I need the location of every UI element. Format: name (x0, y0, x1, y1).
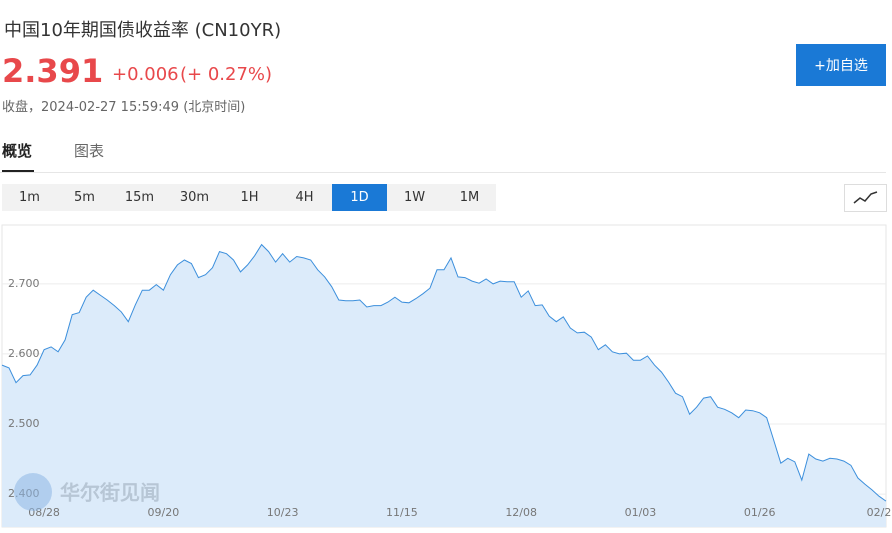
watermark: 华尔街见闻 (14, 473, 160, 511)
watermark-logo (14, 473, 52, 511)
interval-button[interactable]: 1D (332, 184, 387, 211)
tab-underline (2, 170, 34, 172)
x-tick-label: 11/15 (386, 506, 418, 519)
x-tick-label: 10/23 (267, 506, 299, 519)
tab[interactable]: 图表 (74, 142, 105, 160)
interval-bar: 1m 5m 15m 30m 1H 4H 1D 1W 1M (2, 184, 496, 211)
interval-button[interactable]: 1W (403, 190, 426, 205)
change: +0.006 (112, 64, 179, 85)
chart-style-button[interactable] (844, 184, 887, 212)
change-pct: (+ 0.27%) (180, 64, 273, 85)
area (2, 244, 886, 527)
status: 收盘，2024-02-27 15:59:49 (北京时间) (2, 100, 246, 115)
x-tick-label: 12/08 (505, 506, 537, 519)
y-tick-label: 2.700 (8, 277, 40, 290)
watermark-text: 华尔街见闻 (60, 481, 160, 505)
price: 2.391 (2, 52, 104, 90)
line (1, 243, 887, 502)
tab[interactable]: 概览 (2, 142, 33, 160)
tabs: 概览 图表 (0, 132, 886, 173)
title: 中国10年期国债收益率 (CN10YR) (4, 20, 282, 41)
add-watchlist[interactable]: +加自选 (796, 44, 886, 86)
x-tick-label: 02/2 (867, 506, 892, 519)
y-tick-label: 2.500 (8, 417, 40, 430)
y-tick-label: 2.600 (8, 347, 40, 360)
interval-button[interactable]: 4H (295, 190, 314, 205)
icon (853, 191, 878, 204)
interval-button[interactable]: 1M (459, 190, 480, 205)
x-tick-label: 01/26 (744, 506, 776, 519)
interval-button[interactable]: 1m (19, 190, 40, 205)
x-tick-label: 01/03 (625, 506, 657, 519)
x-tick-label: 09/20 (148, 506, 180, 519)
interval-button[interactable]: 1H (240, 190, 259, 205)
interval-button[interactable]: 5m (74, 190, 95, 205)
interval-button[interactable]: 15m (124, 190, 155, 205)
interval-button[interactable]: 30m (179, 190, 210, 205)
